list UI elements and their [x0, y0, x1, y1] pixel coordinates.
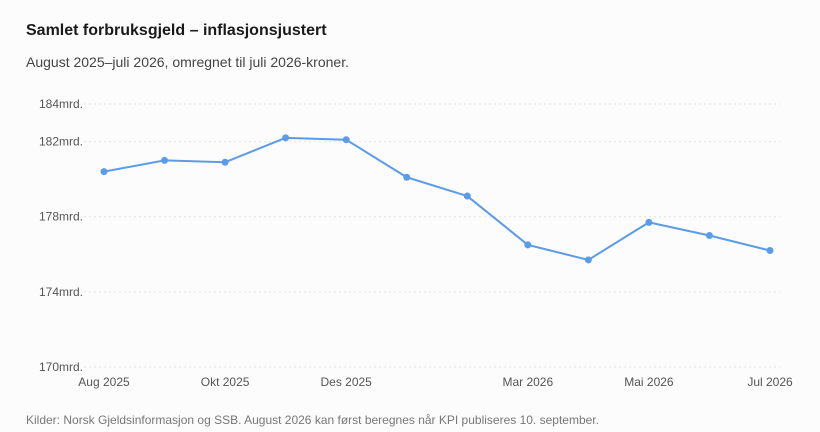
data-point [705, 232, 713, 239]
data-point [342, 136, 350, 144]
x-tick-label: Mar 2026 [502, 375, 553, 389]
data-point [524, 241, 532, 249]
x-tick-label: Okt 2025 [201, 375, 250, 389]
y-tick-label: 170mrd. [39, 360, 83, 374]
data-point [645, 218, 653, 226]
chart-subtitle: August 2025–juli 2026, omregnet til juli… [26, 54, 349, 70]
data-point [221, 158, 229, 166]
data-point [766, 247, 774, 255]
data-point [161, 156, 169, 164]
x-tick-label: Des 2025 [320, 375, 372, 389]
source-note: Kilder: Norsk Gjeldsinformasjon og SSB. … [26, 413, 599, 427]
line-chart: 170mrd. 174mrd. 178mrd. 182mrd. 184mrd. Aug 2… [39, 97, 793, 389]
y-tick-label: 174mrd. [39, 285, 83, 299]
y-tick-label: 184mrd. [39, 97, 83, 111]
series-line [103, 136, 771, 261]
data-point [282, 134, 290, 142]
data-point [463, 192, 471, 200]
x-tick-label: Jul 2026 [747, 375, 793, 389]
y-tick-label: 182mrd. [39, 135, 83, 149]
data-point [584, 256, 592, 264]
chart-title: Samlet forbruksgjeld – inflasjonsjustert [26, 22, 327, 39]
data-point [100, 168, 108, 176]
y-tick-label: 178mrd. [39, 210, 83, 224]
x-tick-label: Mai 2026 [624, 375, 674, 389]
data-point [403, 173, 411, 181]
x-tick-label: Aug 2025 [78, 375, 130, 389]
